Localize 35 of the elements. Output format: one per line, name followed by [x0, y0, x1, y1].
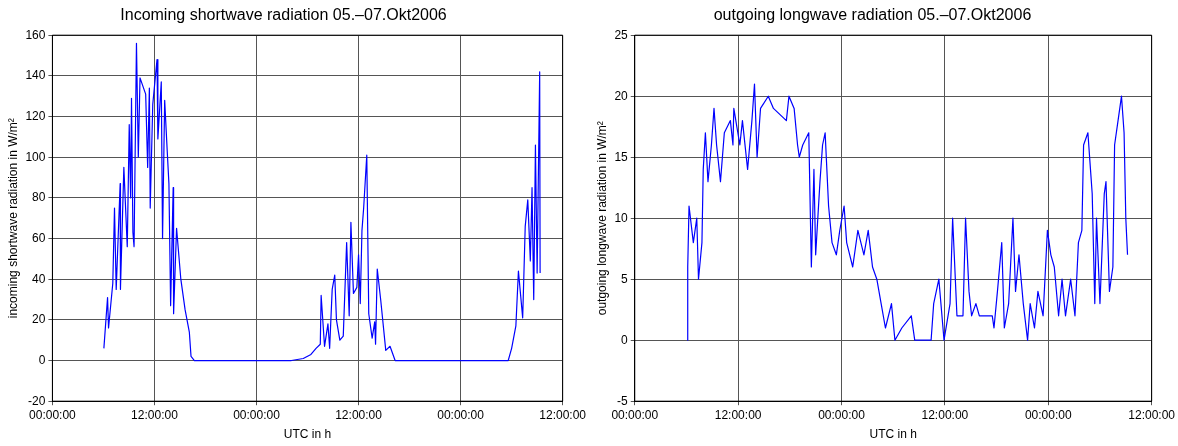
chart-title: outgoing longwave radiation 05.–07.Okt2006 — [713, 6, 1032, 24]
y-tick-label: 20 — [32, 312, 46, 327]
x-tick-label: 12:00:00 — [539, 407, 587, 422]
y-tick-label: 10 — [614, 210, 629, 225]
y-axis-title: outgoing longwave radiation in W/m² — [594, 121, 609, 316]
x-axis-title: UTC in h — [869, 427, 917, 442]
x-tick-label: 00:00:00 — [1024, 407, 1072, 422]
y-tick-label: -5 — [617, 393, 629, 408]
x-tick-label: 12:00:00 — [714, 407, 762, 422]
y-axis-title: incoming shortwave radiation in W/m² — [5, 118, 20, 319]
y-tick-label: 15 — [614, 149, 629, 164]
y-tick-label: 140 — [25, 68, 46, 83]
x-tick-label: 00:00:00 — [29, 407, 77, 422]
x-tick-label: 00:00:00 — [437, 407, 485, 422]
y-tick-label: 0 — [38, 352, 46, 367]
y-tick-label: 40 — [32, 271, 46, 286]
x-tick-label: 12:00:00 — [1128, 407, 1176, 422]
y-tick-label: -20 — [28, 393, 46, 408]
x-tick-label: 00:00:00 — [818, 407, 866, 422]
y-tick-label: 120 — [25, 108, 46, 123]
y-tick-label: 60 — [32, 230, 46, 245]
x-tick-label: 00:00:00 — [611, 407, 659, 422]
y-tick-label: 80 — [32, 190, 46, 205]
y-tick-label: 20 — [614, 88, 629, 103]
x-tick-label: 12:00:00 — [131, 407, 179, 422]
y-tick-label: 5 — [621, 271, 629, 286]
x-tick-label: 00:00:00 — [233, 407, 281, 422]
y-tick-label: 25 — [614, 27, 629, 42]
x-tick-label: 12:00:00 — [921, 407, 969, 422]
y-tick-label: 160 — [25, 27, 46, 42]
x-axis-title: UTC in h — [283, 427, 332, 442]
x-tick-label: 12:00:00 — [335, 407, 383, 422]
y-tick-label: 0 — [621, 332, 629, 347]
chart-title: Incoming shortwave radiation 05.–07.Okt2006 — [120, 6, 447, 24]
y-tick-label: 100 — [25, 149, 46, 164]
